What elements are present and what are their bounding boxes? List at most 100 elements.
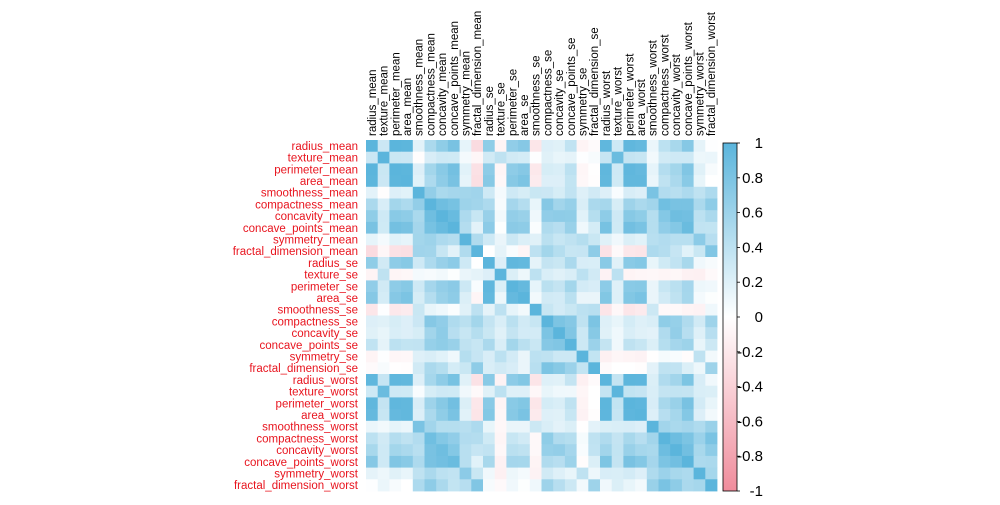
heatmap-cell bbox=[611, 327, 624, 340]
heatmap-cell bbox=[401, 327, 414, 340]
heatmap-cell bbox=[646, 420, 659, 433]
heatmap-cell bbox=[541, 444, 554, 457]
heatmap-cell bbox=[518, 455, 531, 468]
heatmap-cell bbox=[389, 175, 402, 188]
heatmap-cell bbox=[693, 198, 706, 211]
heatmap-cell bbox=[424, 268, 437, 281]
heatmap-cell bbox=[611, 385, 624, 398]
heatmap-cell bbox=[611, 303, 624, 316]
heatmap-cell bbox=[623, 292, 636, 305]
heatmap-cell bbox=[412, 221, 425, 234]
heatmap-cell bbox=[658, 233, 671, 246]
heatmap-cell bbox=[693, 455, 706, 468]
heatmap-cell bbox=[494, 467, 507, 480]
heatmap-cell bbox=[401, 350, 414, 363]
heatmap-cell bbox=[658, 210, 671, 223]
heatmap-cell bbox=[681, 455, 694, 468]
heatmap-cell bbox=[447, 455, 460, 468]
heatmap-cell bbox=[693, 374, 706, 387]
heatmap-cell bbox=[424, 245, 437, 258]
heatmap-cell bbox=[366, 280, 379, 293]
heatmap-cell bbox=[471, 479, 484, 492]
heatmap-cell bbox=[412, 385, 425, 398]
heatmap-cell bbox=[623, 420, 636, 433]
row-label: texture_worst bbox=[289, 387, 359, 399]
heatmap-cell bbox=[693, 432, 706, 445]
heatmap-cell bbox=[658, 432, 671, 445]
heatmap-cell bbox=[670, 292, 683, 305]
column-label: smoothness_worst bbox=[648, 39, 660, 136]
heatmap-cell bbox=[412, 350, 425, 363]
heatmap-cell bbox=[681, 163, 694, 176]
heatmap-cell bbox=[681, 362, 694, 375]
heatmap-cell bbox=[646, 280, 659, 293]
heatmap-cell bbox=[412, 374, 425, 387]
heatmap-cell bbox=[436, 175, 449, 188]
heatmap-cell bbox=[471, 315, 484, 328]
heatmap-cell bbox=[366, 221, 379, 234]
heatmap-cell bbox=[658, 327, 671, 340]
heatmap-cell bbox=[412, 245, 425, 258]
heatmap-cell bbox=[623, 327, 636, 340]
heatmap-cell bbox=[389, 444, 402, 457]
heatmap-cell bbox=[658, 257, 671, 270]
heatmap-cell bbox=[483, 432, 496, 445]
heatmap-cell bbox=[518, 315, 531, 328]
heatmap-cell bbox=[471, 198, 484, 211]
heatmap-cell bbox=[494, 210, 507, 223]
heatmap-cell bbox=[412, 315, 425, 328]
heatmap-cell bbox=[600, 327, 613, 340]
heatmap-cell bbox=[635, 350, 648, 363]
heatmap-cell bbox=[564, 151, 577, 164]
heatmap-cell bbox=[623, 140, 636, 153]
heatmap-cell bbox=[389, 210, 402, 223]
heatmap-cell bbox=[681, 268, 694, 281]
heatmap-cell bbox=[623, 338, 636, 351]
heatmap-cell bbox=[424, 257, 437, 270]
heatmap-cell bbox=[459, 362, 472, 375]
heatmap-cell bbox=[588, 420, 601, 433]
heatmap-cell bbox=[576, 444, 589, 457]
heatmap-cell bbox=[436, 455, 449, 468]
heatmap-cell bbox=[389, 362, 402, 375]
heatmap-cell bbox=[693, 467, 706, 480]
heatmap-cell bbox=[529, 385, 542, 398]
heatmap-cell bbox=[693, 186, 706, 199]
heatmap-cell bbox=[623, 455, 636, 468]
heatmap-cell bbox=[506, 350, 519, 363]
heatmap-cell bbox=[389, 420, 402, 433]
heatmap-cell bbox=[681, 479, 694, 492]
heatmap-cell bbox=[611, 444, 624, 457]
heatmap-cell bbox=[459, 420, 472, 433]
heatmap-cell bbox=[518, 432, 531, 445]
heatmap-cell bbox=[541, 210, 554, 223]
heatmap-cell bbox=[494, 280, 507, 293]
heatmap-cell bbox=[611, 151, 624, 164]
heatmap-cell bbox=[447, 233, 460, 246]
heatmap-cell bbox=[564, 397, 577, 410]
heatmap-cell bbox=[412, 467, 425, 480]
heatmap-cell bbox=[693, 175, 706, 188]
heatmap-cell bbox=[681, 221, 694, 234]
heatmap-cell bbox=[494, 327, 507, 340]
heatmap-cell bbox=[646, 175, 659, 188]
heatmap-cell bbox=[377, 151, 390, 164]
heatmap-cell bbox=[670, 268, 683, 281]
heatmap-cell bbox=[506, 409, 519, 422]
heatmap-cell bbox=[623, 467, 636, 480]
heatmap-cell bbox=[588, 362, 601, 375]
heatmap-cell bbox=[658, 221, 671, 234]
heatmap-cell bbox=[658, 362, 671, 375]
heatmap-cell bbox=[518, 221, 531, 234]
heatmap-cell bbox=[366, 163, 379, 176]
heatmap-cell bbox=[576, 233, 589, 246]
heatmap-cell bbox=[588, 292, 601, 305]
heatmap-cell bbox=[401, 280, 414, 293]
column-label: texture_se bbox=[496, 82, 508, 136]
heatmap-cell bbox=[366, 245, 379, 258]
heatmap-cell bbox=[635, 163, 648, 176]
heatmap-cell bbox=[506, 198, 519, 211]
heatmap-cell bbox=[471, 397, 484, 410]
heatmap-cell bbox=[670, 303, 683, 316]
heatmap-cell bbox=[588, 175, 601, 188]
